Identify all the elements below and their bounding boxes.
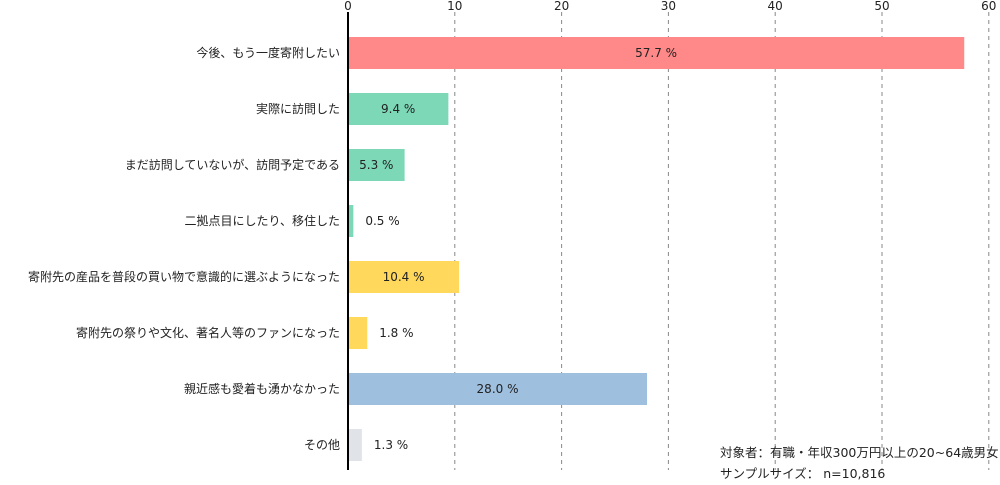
bar bbox=[348, 429, 362, 461]
tick-label: 60 bbox=[981, 0, 996, 13]
category-label: その他 bbox=[304, 438, 340, 452]
sample-size-note: サンプルサイズ： n=10,816 bbox=[720, 466, 886, 481]
tick-label: 30 bbox=[661, 0, 676, 13]
bar bbox=[348, 37, 965, 69]
category-label: まだ訪問していないが、訪問予定である bbox=[125, 157, 340, 172]
tick-label: 10 bbox=[447, 0, 462, 13]
bar bbox=[348, 149, 405, 181]
bar bbox=[348, 93, 449, 125]
category-label: 二拠点目にしたり、移住した bbox=[184, 214, 340, 228]
value-label: 5.3 % bbox=[359, 158, 393, 172]
category-label: 今後、もう一度寄附したい bbox=[196, 45, 340, 60]
bar bbox=[348, 317, 368, 349]
tick-label: 50 bbox=[874, 0, 889, 13]
value-label: 1.8 % bbox=[379, 326, 413, 340]
tick-label: 0 bbox=[344, 0, 352, 13]
value-label: 28.0 % bbox=[477, 382, 519, 396]
value-label: 0.5 % bbox=[365, 214, 399, 228]
category-label: 寄附先の産品を普段の買い物で意識的に選ぶようになった bbox=[28, 269, 340, 284]
category-label: 実際に訪問した bbox=[256, 101, 340, 116]
category-label: 寄附先の祭りや文化、著名人等のファンになった bbox=[76, 325, 340, 340]
category-label: 親近感も愛着も湧かなかった bbox=[184, 381, 340, 396]
bar bbox=[348, 373, 648, 405]
value-label: 1.3 % bbox=[374, 438, 408, 452]
value-label: 9.4 % bbox=[381, 102, 415, 116]
bar bbox=[348, 261, 460, 293]
bar bbox=[348, 205, 354, 237]
tick-label: 20 bbox=[554, 0, 569, 13]
value-label: 10.4 % bbox=[383, 270, 425, 284]
target-note: 対象者：有職・年収300万円以上の20~64歳男女 bbox=[720, 445, 999, 460]
value-label: 57.7 % bbox=[635, 46, 677, 60]
tick-label: 40 bbox=[768, 0, 783, 13]
